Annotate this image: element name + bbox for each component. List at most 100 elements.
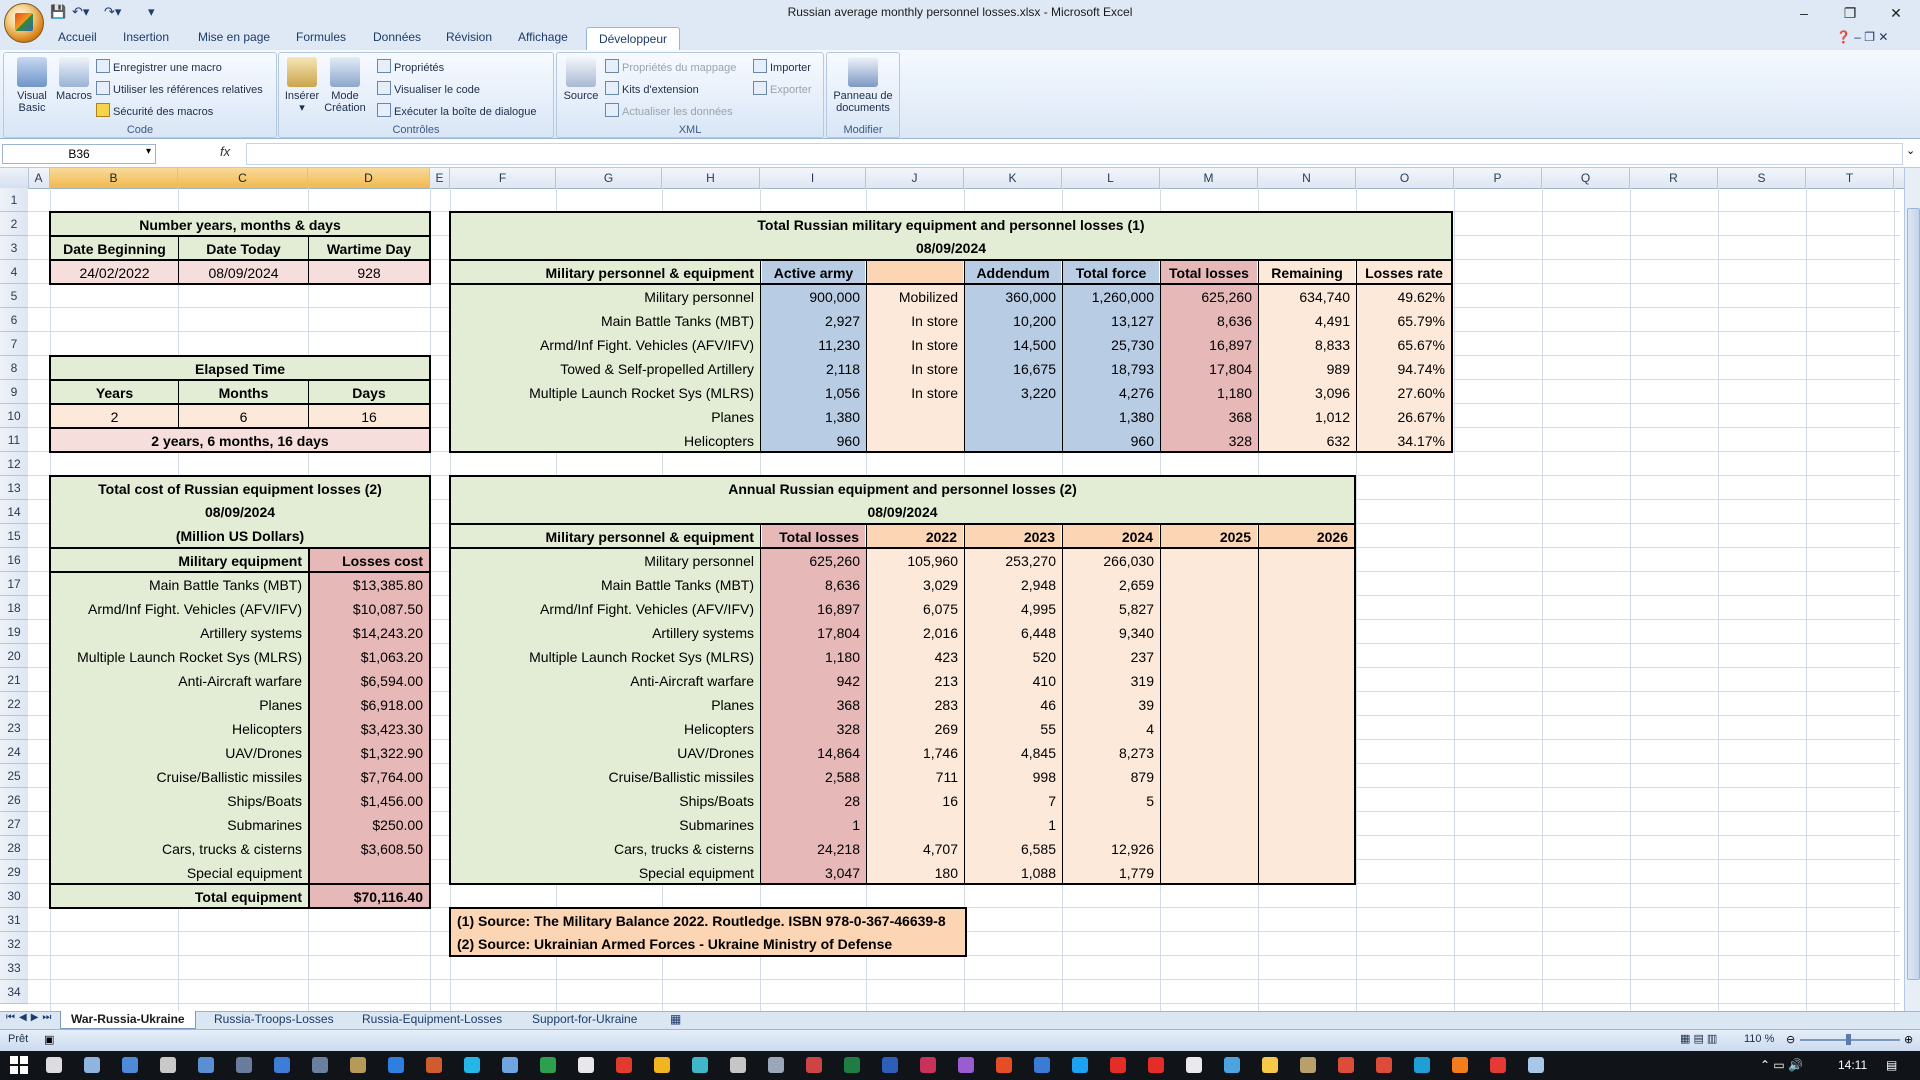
youtube-icon[interactable] bbox=[1110, 1057, 1126, 1073]
row-header[interactable]: 25 bbox=[0, 764, 28, 788]
vertical-scrollbar[interactable] bbox=[1904, 168, 1920, 1011]
date-beginning-value[interactable]: 24/02/2022 bbox=[51, 261, 178, 283]
row-header[interactable]: 4 bbox=[0, 260, 28, 284]
firefox-icon[interactable] bbox=[1452, 1057, 1468, 1073]
taskbar-app-icon[interactable] bbox=[1224, 1057, 1240, 1073]
undo-icon[interactable]: ↶▾ bbox=[72, 4, 90, 19]
annual-2026[interactable] bbox=[1259, 765, 1354, 789]
annual-2024[interactable]: 5 bbox=[1063, 789, 1160, 813]
annual-total[interactable]: 1,180 bbox=[761, 645, 866, 669]
annual-total[interactable]: 14,864 bbox=[761, 741, 866, 765]
tab-developpeur[interactable]: Développeur bbox=[586, 27, 680, 52]
col-header-l[interactable]: L bbox=[1062, 168, 1160, 188]
date-today-value[interactable]: 08/09/2024 bbox=[179, 261, 308, 283]
taskbar-app-icon[interactable] bbox=[464, 1057, 480, 1073]
losses-remaining[interactable]: 8,833 bbox=[1259, 333, 1356, 357]
annual-label[interactable]: Military personnel bbox=[451, 549, 760, 573]
col-header-o[interactable]: O bbox=[1356, 168, 1454, 188]
annual-2023[interactable]: 1 bbox=[965, 813, 1062, 837]
row-header[interactable]: 3 bbox=[0, 236, 28, 260]
source-button[interactable]: Source bbox=[561, 57, 601, 102]
losses-date[interactable]: 08/09/2024 bbox=[451, 236, 1451, 259]
losses-rate[interactable]: 65.67% bbox=[1357, 333, 1451, 357]
row-header[interactable]: 26 bbox=[0, 788, 28, 812]
annual-total[interactable]: 3,047 bbox=[761, 861, 866, 883]
annual-2026[interactable] bbox=[1259, 789, 1354, 813]
annual-label[interactable]: Submarines bbox=[451, 813, 760, 837]
document-panel-button[interactable]: Panneau de documents bbox=[829, 57, 897, 114]
losses-remaining[interactable]: 3,096 bbox=[1259, 381, 1356, 405]
header-months[interactable]: Months bbox=[179, 381, 308, 404]
visual-basic-button[interactable]: Visual Basic bbox=[10, 57, 54, 114]
annual-2023[interactable]: 7 bbox=[965, 789, 1062, 813]
folder-icon[interactable] bbox=[1262, 1057, 1278, 1073]
excel-taskbar-icon[interactable] bbox=[844, 1057, 860, 1073]
elapsed-title[interactable]: Elapsed Time bbox=[51, 357, 429, 380]
annual-2025[interactable] bbox=[1161, 861, 1258, 883]
annual-2025[interactable] bbox=[1161, 645, 1258, 669]
annual-2026[interactable] bbox=[1259, 741, 1354, 765]
header-personnel-equipment[interactable]: Military personnel & equipment bbox=[451, 261, 760, 284]
annual-label[interactable]: Cruise/Ballistic missiles bbox=[451, 765, 760, 789]
sheet-tab-russia-equipment-losses[interactable]: Russia-Equipment-Losses bbox=[362, 1012, 503, 1026]
cost-value[interactable]: $10,087.50 bbox=[310, 597, 429, 621]
losses-status[interactable]: In store bbox=[867, 333, 964, 357]
losses-total-force[interactable]: 18,793 bbox=[1063, 357, 1160, 381]
restore-button[interactable]: ❐ bbox=[1843, 5, 1857, 21]
row-header[interactable]: 18 bbox=[0, 596, 28, 620]
annual-2023[interactable]: 4,845 bbox=[965, 741, 1062, 765]
source-2[interactable]: (2) Source: Ukrainian Armed Forces - Ukr… bbox=[451, 932, 965, 955]
sheet-nav-icon[interactable]: ⏮◀▶⏭ bbox=[6, 1012, 56, 1023]
losses-total-force[interactable]: 1,380 bbox=[1063, 405, 1160, 429]
row-header[interactable]: 31 bbox=[0, 908, 28, 932]
annual-2026[interactable] bbox=[1259, 861, 1354, 883]
tab-donnees[interactable]: Données bbox=[373, 30, 422, 44]
col-header-p[interactable]: P bbox=[1454, 168, 1542, 188]
word-taskbar-icon[interactable] bbox=[882, 1057, 898, 1073]
annual-2026[interactable] bbox=[1259, 813, 1354, 837]
chrome-icon[interactable] bbox=[1338, 1057, 1354, 1073]
settings-icon[interactable] bbox=[160, 1057, 176, 1073]
losses-label[interactable]: Armd/Inf Fight. Vehicles (AFV/IFV) bbox=[451, 333, 760, 357]
row-header[interactable]: 5 bbox=[0, 284, 28, 308]
header-year-2023[interactable]: 2023 bbox=[965, 525, 1061, 548]
row-header[interactable]: 17 bbox=[0, 572, 28, 596]
view-code-button[interactable]: Visualiser le code bbox=[377, 81, 480, 96]
cost-value[interactable] bbox=[310, 861, 429, 885]
cost-value[interactable]: $6,918.00 bbox=[310, 693, 429, 717]
annual-2022[interactable]: 423 bbox=[867, 645, 964, 669]
losses-status[interactable]: In store bbox=[867, 309, 964, 333]
losses-total-force[interactable]: 25,730 bbox=[1063, 333, 1160, 357]
header-wartime-day[interactable]: Wartime Day bbox=[309, 237, 429, 260]
annual-2025[interactable] bbox=[1161, 837, 1258, 861]
col-header-e[interactable]: E bbox=[430, 168, 450, 188]
annual-2022[interactable]: 711 bbox=[867, 765, 964, 789]
task-view-icon[interactable] bbox=[46, 1057, 62, 1073]
office-button[interactable] bbox=[4, 3, 44, 43]
losses-total[interactable]: 17,804 bbox=[1161, 357, 1258, 381]
annual-2025[interactable] bbox=[1161, 741, 1258, 765]
losses-addendum[interactable]: 360,000 bbox=[965, 285, 1062, 309]
map-properties-button[interactable]: Propriétés du mappage bbox=[605, 59, 736, 74]
annual-2025[interactable] bbox=[1161, 621, 1258, 645]
losses-active[interactable]: 1,380 bbox=[761, 405, 866, 429]
taskbar-app-icon[interactable] bbox=[198, 1057, 214, 1073]
annual-2022[interactable]: 4,707 bbox=[867, 837, 964, 861]
losses-total-force[interactable]: 1,260,000 bbox=[1063, 285, 1160, 309]
header-year-2022[interactable]: 2022 bbox=[867, 525, 963, 548]
annual-2023[interactable]: 6,448 bbox=[965, 621, 1062, 645]
losses-addendum[interactable]: 14,500 bbox=[965, 333, 1062, 357]
cost-value[interactable]: $7,764.00 bbox=[310, 765, 429, 789]
cost-label[interactable]: Planes bbox=[51, 693, 308, 717]
col-header-f[interactable]: F bbox=[450, 168, 556, 188]
annual-2022[interactable]: 1,746 bbox=[867, 741, 964, 765]
annual-total[interactable]: 328 bbox=[761, 717, 866, 741]
losses-rate[interactable]: 26.67% bbox=[1357, 405, 1451, 429]
macro-record-icon[interactable]: ▣ bbox=[44, 1034, 55, 1046]
annual-2023[interactable]: 55 bbox=[965, 717, 1062, 741]
minimize-button[interactable]: – bbox=[1800, 5, 1808, 21]
annual-label[interactable]: UAV/Drones bbox=[451, 741, 760, 765]
formula-input[interactable] bbox=[246, 143, 1903, 165]
tab-mise-en-page[interactable]: Mise en page bbox=[198, 30, 271, 44]
losses-rate[interactable]: 65.79% bbox=[1357, 309, 1451, 333]
